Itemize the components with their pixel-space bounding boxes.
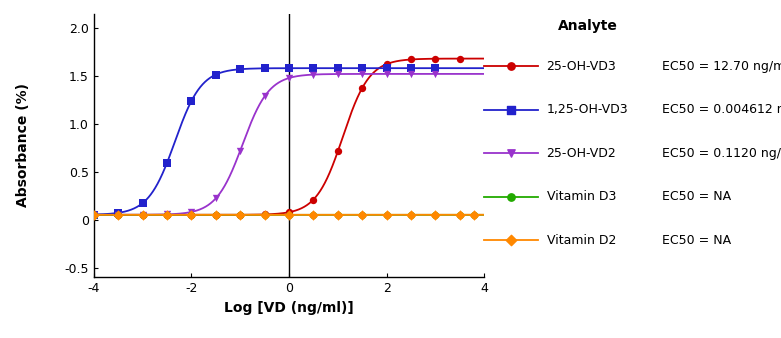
25-OH-VD3 bbox=[234, 212, 247, 217]
25-OH-VD3 bbox=[331, 149, 344, 154]
Vitamin D2 bbox=[87, 212, 100, 218]
Vitamin D2 bbox=[209, 212, 222, 218]
Vitamin D2 bbox=[468, 212, 480, 218]
Vitamin D2 bbox=[454, 212, 466, 218]
Vitamin D2 bbox=[405, 212, 417, 218]
25-OH-VD3 bbox=[137, 212, 149, 218]
Vitamin D2 bbox=[307, 212, 319, 218]
Text: Vitamin D3: Vitamin D3 bbox=[547, 190, 616, 203]
Text: EC50 = NA: EC50 = NA bbox=[662, 234, 732, 247]
1,25-OH-VD3 bbox=[161, 160, 173, 166]
1,25-OH-VD3 bbox=[380, 66, 393, 71]
X-axis label: Log [VD (ng/ml)]: Log [VD (ng/ml)] bbox=[224, 300, 354, 315]
Vitamin D3 bbox=[161, 212, 173, 218]
Vitamin D2 bbox=[112, 212, 124, 218]
Vitamin D2 bbox=[259, 212, 271, 218]
25-OH-VD2 bbox=[87, 212, 100, 218]
1,25-OH-VD3 bbox=[259, 66, 271, 71]
Vitamin D2 bbox=[185, 212, 198, 218]
Text: Vitamin D2: Vitamin D2 bbox=[547, 234, 616, 247]
25-OH-VD3 bbox=[307, 197, 319, 202]
Vitamin D2 bbox=[356, 212, 369, 218]
25-OH-VD3 bbox=[356, 85, 369, 91]
Vitamin D3 bbox=[112, 212, 124, 218]
Vitamin D3 bbox=[185, 212, 198, 218]
25-OH-VD2 bbox=[161, 212, 173, 217]
Text: 25-OH-VD3: 25-OH-VD3 bbox=[547, 59, 616, 73]
Text: 25-OH-VD2: 25-OH-VD2 bbox=[547, 147, 616, 160]
25-OH-VD2 bbox=[307, 72, 319, 77]
25-OH-VD2 bbox=[259, 94, 271, 99]
25-OH-VD2 bbox=[331, 71, 344, 77]
Text: EC50 = NA: EC50 = NA bbox=[662, 190, 732, 203]
Vitamin D3 bbox=[209, 212, 222, 218]
25-OH-VD3 bbox=[209, 212, 222, 218]
Text: Analyte: Analyte bbox=[558, 20, 618, 33]
Text: 1,25-OH-VD3: 1,25-OH-VD3 bbox=[547, 103, 628, 116]
25-OH-VD2 bbox=[380, 71, 393, 77]
25-OH-VD2 bbox=[112, 212, 124, 218]
1,25-OH-VD3 bbox=[331, 66, 344, 71]
Text: EC50 = 0.004612 ng/ml: EC50 = 0.004612 ng/ml bbox=[662, 103, 781, 116]
25-OH-VD3 bbox=[259, 212, 271, 217]
25-OH-VD3 bbox=[161, 212, 173, 218]
Vitamin D3 bbox=[259, 212, 271, 218]
25-OH-VD3 bbox=[380, 62, 393, 67]
25-OH-VD3 bbox=[430, 56, 442, 62]
Vitamin D2 bbox=[234, 212, 247, 218]
Vitamin D3 bbox=[234, 212, 247, 218]
25-OH-VD2 bbox=[356, 71, 369, 77]
25-OH-VD2 bbox=[430, 71, 442, 77]
Vitamin D2 bbox=[380, 212, 393, 218]
1,25-OH-VD3 bbox=[430, 66, 442, 71]
Vitamin D2 bbox=[283, 212, 295, 218]
Vitamin D3 bbox=[454, 212, 466, 218]
Text: EC50 = 12.70 ng/ml: EC50 = 12.70 ng/ml bbox=[662, 59, 781, 73]
25-OH-VD2 bbox=[209, 196, 222, 201]
Vitamin D3 bbox=[430, 212, 442, 218]
Vitamin D3 bbox=[380, 212, 393, 218]
25-OH-VD3 bbox=[185, 212, 198, 218]
1,25-OH-VD3 bbox=[405, 66, 417, 71]
1,25-OH-VD3 bbox=[283, 66, 295, 71]
1,25-OH-VD3 bbox=[87, 212, 100, 217]
25-OH-VD2 bbox=[185, 209, 198, 215]
1,25-OH-VD3 bbox=[234, 67, 247, 72]
Vitamin D3 bbox=[405, 212, 417, 218]
Vitamin D2 bbox=[161, 212, 173, 218]
Vitamin D2 bbox=[331, 212, 344, 218]
25-OH-VD3 bbox=[454, 56, 466, 61]
Vitamin D3 bbox=[307, 212, 319, 218]
25-OH-VD2 bbox=[405, 71, 417, 77]
Vitamin D3 bbox=[137, 212, 149, 218]
Vitamin D3 bbox=[283, 212, 295, 218]
25-OH-VD2 bbox=[283, 75, 295, 81]
25-OH-VD2 bbox=[137, 212, 149, 217]
1,25-OH-VD3 bbox=[209, 72, 222, 77]
Text: EC50 = 0.1120 ng/ml: EC50 = 0.1120 ng/ml bbox=[662, 147, 781, 160]
1,25-OH-VD3 bbox=[112, 210, 124, 216]
1,25-OH-VD3 bbox=[356, 66, 369, 71]
Vitamin D3 bbox=[331, 212, 344, 218]
1,25-OH-VD3 bbox=[185, 98, 198, 104]
1,25-OH-VD3 bbox=[307, 66, 319, 71]
25-OH-VD3 bbox=[283, 210, 295, 215]
1,25-OH-VD3 bbox=[137, 200, 149, 206]
Vitamin D3 bbox=[356, 212, 369, 218]
Vitamin D2 bbox=[137, 212, 149, 218]
Vitamin D3 bbox=[468, 212, 480, 218]
25-OH-VD3 bbox=[112, 212, 124, 218]
25-OH-VD3 bbox=[87, 212, 100, 218]
Text: Absorbance (%): Absorbance (%) bbox=[16, 83, 30, 207]
Vitamin D2 bbox=[430, 212, 442, 218]
Vitamin D3 bbox=[87, 212, 100, 218]
25-OH-VD3 bbox=[405, 57, 417, 62]
25-OH-VD2 bbox=[234, 148, 247, 153]
